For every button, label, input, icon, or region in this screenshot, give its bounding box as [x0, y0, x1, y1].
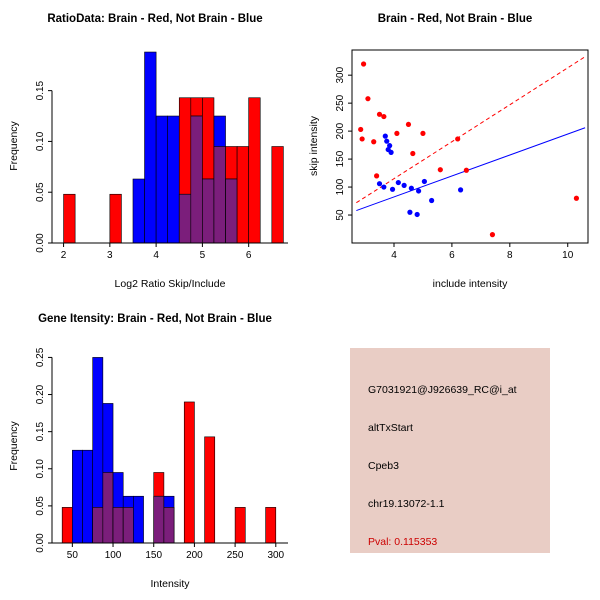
- scatter-xlabel: include intensity: [432, 278, 508, 290]
- intensity-scatter-plot: 4 6 8 10 50 100 150 200 250 300: [335, 49, 589, 261]
- svg-text:0.05: 0.05: [35, 496, 46, 516]
- svg-text:100: 100: [105, 550, 122, 561]
- pval-text: Pval: 0.115353: [368, 536, 438, 548]
- gene-symbol-text: Cpeb3: [368, 460, 399, 472]
- svg-text:150: 150: [335, 150, 346, 167]
- svg-text:0.00: 0.00: [35, 233, 46, 253]
- svg-text:0.10: 0.10: [35, 131, 46, 151]
- scatter-title: Brain - Red, Not Brain - Blue: [377, 13, 533, 25]
- svg-text:0.20: 0.20: [35, 384, 46, 404]
- panel-intensity-scatter: Brain - Red, Not Brain - Blue skip inten…: [300, 0, 600, 300]
- panel-ratio-histogram: RatioData: Brain - Red, Not Brain - Blue…: [0, 0, 300, 300]
- svg-text:50: 50: [335, 209, 346, 221]
- svg-text:0.25: 0.25: [35, 347, 46, 367]
- ratio-histogram-plot: 2 3 4 5 6 0.00 0.05 0.10 0.15: [35, 51, 288, 261]
- svg-text:0.15: 0.15: [35, 421, 46, 441]
- svg-text:100: 100: [335, 178, 346, 195]
- probe-id-text: G7031921@J926639_RC@i_at: [368, 384, 517, 396]
- panel-gene-histogram: Gene Itensity: Brain - Red, Not Brain - …: [0, 300, 300, 600]
- svg-text:4: 4: [153, 250, 159, 261]
- svg-text:8: 8: [507, 250, 513, 261]
- svg-text:250: 250: [227, 550, 244, 561]
- gene-histogram-xlabel: Intensity: [150, 578, 190, 590]
- event-type-text: altTxStart: [368, 422, 413, 434]
- svg-text:0.05: 0.05: [35, 182, 46, 202]
- svg-text:0.00: 0.00: [35, 533, 46, 553]
- svg-text:300: 300: [335, 66, 346, 83]
- svg-text:50: 50: [67, 550, 79, 561]
- ratio-histogram-title: RatioData: Brain - Red, Not Brain - Blue: [47, 13, 263, 25]
- svg-text:250: 250: [335, 94, 346, 111]
- svg-text:200: 200: [186, 550, 203, 561]
- svg-text:6: 6: [449, 250, 455, 261]
- gene-histogram-plot: 50 100 150 200 250 300 0.00 0.05 0.10 0.15 0.20 0.2…: [35, 347, 288, 561]
- panel-gene-info: G7031921@J926639_RC@i_at altTxStart Cpeb…: [300, 300, 600, 600]
- svg-text:10: 10: [562, 250, 574, 261]
- svg-text:0.15: 0.15: [35, 80, 46, 100]
- gene-info-box: G7031921@J926639_RC@i_at altTxStart Cpeb…: [350, 348, 550, 553]
- svg-text:3: 3: [107, 250, 113, 261]
- svg-text:4: 4: [391, 250, 397, 261]
- svg-text:0.10: 0.10: [35, 459, 46, 479]
- svg-text:6: 6: [246, 250, 252, 261]
- svg-text:2: 2: [61, 250, 67, 261]
- locus-text: chr19.13072-1.1: [368, 498, 445, 510]
- svg-text:5: 5: [200, 250, 206, 261]
- ratio-histogram-xlabel: Log2 Ratio Skip/Include: [114, 278, 226, 290]
- gene-histogram-title: Gene Itensity: Brain - Red, Not Brain - …: [38, 313, 272, 325]
- svg-text:150: 150: [145, 550, 162, 561]
- svg-text:300: 300: [267, 550, 284, 561]
- svg-text:200: 200: [335, 122, 346, 139]
